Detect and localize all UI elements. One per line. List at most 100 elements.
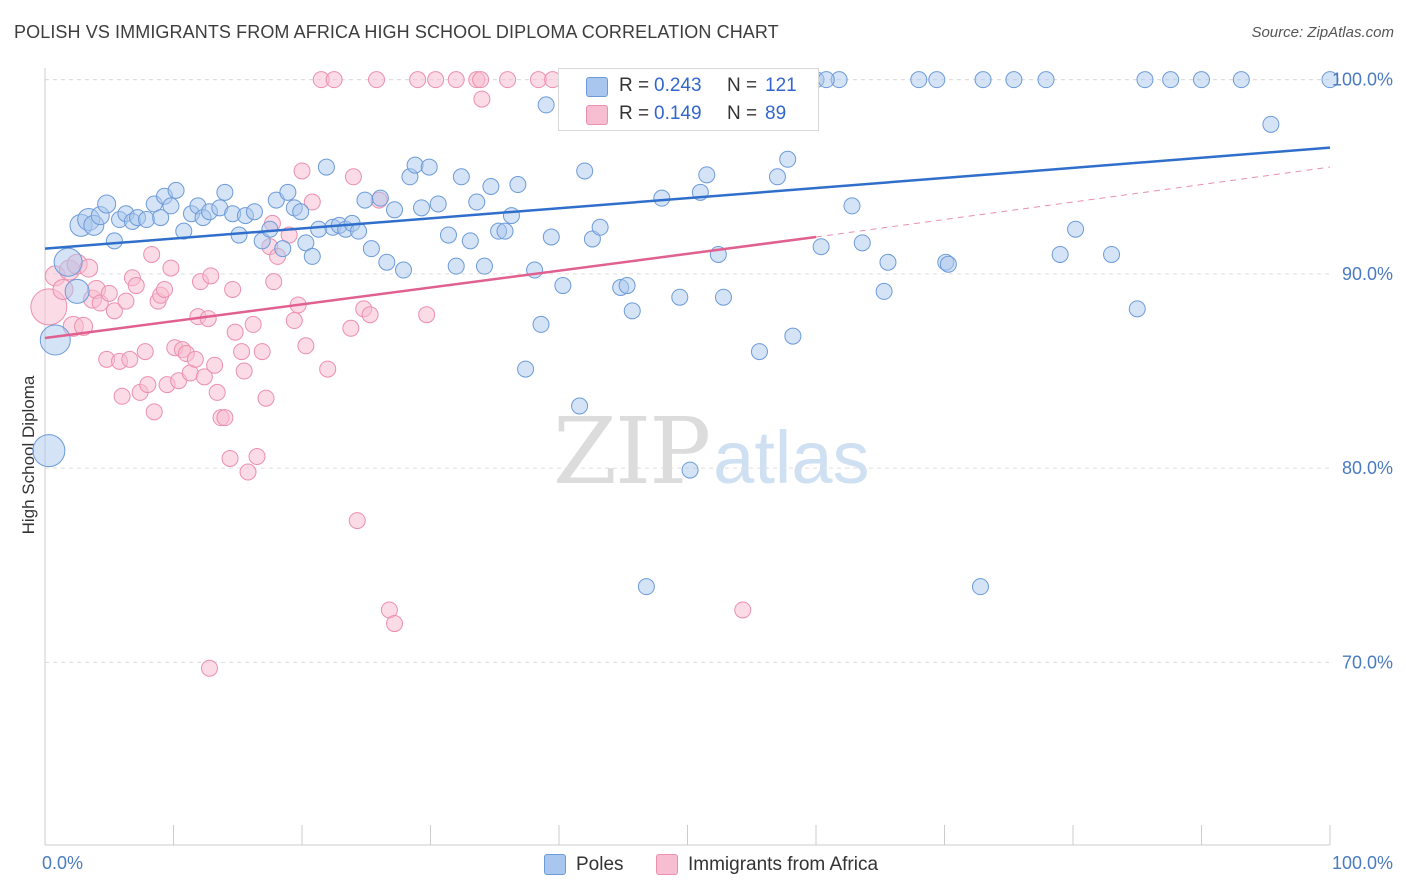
poles-point — [356, 191, 374, 209]
tick-labels: 70.0% 80.0% 90.0% 100.0% 0.0% 100.0% — [42, 70, 1393, 873]
poles-point — [554, 277, 572, 295]
chart-title: POLISH VS IMMIGRANTS FROM AFRICA HIGH SC… — [14, 22, 779, 42]
poles-point — [784, 327, 802, 345]
africa-point — [136, 343, 154, 361]
africa-point — [257, 389, 275, 407]
poles-point — [509, 176, 527, 194]
poles-point — [750, 343, 768, 361]
poles-point — [1136, 71, 1154, 89]
africa-point — [529, 71, 547, 89]
africa-point — [280, 226, 298, 244]
poles-point — [671, 288, 689, 306]
poles-point — [928, 71, 946, 89]
poles-point — [653, 189, 671, 207]
poles-point — [939, 255, 957, 273]
africa-point — [221, 449, 239, 467]
africa-point — [473, 90, 491, 108]
poles-point — [371, 189, 389, 207]
poles-point — [618, 277, 636, 295]
poles-point — [879, 253, 897, 271]
poles-point — [583, 230, 601, 248]
poles-point — [974, 71, 992, 89]
africa-point — [208, 383, 226, 401]
africa-point — [117, 292, 135, 310]
poles-point — [1162, 71, 1180, 89]
africa-point — [226, 323, 244, 341]
poles-point — [482, 177, 500, 195]
y-tick-label: 100.0% — [1332, 70, 1393, 90]
poles-point — [1193, 71, 1210, 89]
africa-point — [143, 245, 161, 263]
poles-point — [502, 207, 520, 225]
legend-r-value: 0.243 — [654, 75, 702, 96]
poles-point — [461, 232, 479, 250]
poles-point — [53, 247, 83, 277]
legend-swatch-poles — [544, 854, 566, 875]
poles-point — [576, 162, 594, 180]
africa-point — [427, 71, 445, 89]
poles-point — [253, 232, 271, 250]
poles-point — [175, 222, 193, 240]
africa-point — [216, 409, 234, 427]
africa-point — [195, 368, 213, 386]
africa-point — [368, 71, 386, 89]
poles-point — [274, 240, 292, 258]
africa-point — [121, 350, 139, 368]
poles-point — [698, 166, 716, 184]
poles-point — [429, 195, 447, 213]
chart-source: Source: ZipAtlas.com — [1251, 24, 1394, 41]
legend-swatch-poles — [586, 77, 608, 97]
africa-trend-line — [44, 235, 817, 340]
poles-point — [779, 150, 797, 168]
legend-r-label: R = — [619, 103, 650, 124]
africa-point — [186, 350, 204, 368]
africa-point — [200, 659, 218, 677]
poles-point — [532, 315, 550, 333]
y-tick-label: 70.0% — [1342, 652, 1393, 672]
africa-point — [361, 306, 379, 324]
poles-point — [167, 181, 185, 199]
africa-point — [265, 273, 283, 291]
stats-legend: R = 0.243 N = 121 R = 0.149 N = 89 — [558, 68, 819, 131]
poles-point — [1321, 71, 1339, 89]
legend-r-label: R = — [619, 75, 650, 96]
poles-point — [681, 461, 699, 479]
poles-trend-line — [44, 146, 1331, 250]
legend-swatch-africa — [656, 854, 678, 875]
x-tick-label: 100.0% — [1332, 853, 1393, 873]
poles-point — [97, 194, 117, 214]
poles-point — [475, 257, 493, 275]
legend-n-label: N = — [727, 103, 758, 124]
africa-point — [293, 162, 311, 180]
poles-point — [812, 238, 830, 256]
poles-point — [1051, 245, 1069, 263]
poles-point — [1067, 220, 1085, 238]
africa-point — [127, 277, 145, 295]
africa-point — [418, 306, 436, 324]
poles-point — [303, 247, 321, 265]
y-tick-label: 90.0% — [1342, 264, 1393, 284]
poles-point — [138, 211, 156, 229]
legend-label-africa: Immigrants from Africa — [688, 854, 879, 875]
poles-point — [542, 228, 560, 246]
africa-point — [386, 615, 404, 633]
poles-point — [853, 234, 871, 252]
poles-point — [1005, 71, 1023, 89]
africa-point — [105, 302, 123, 320]
africa-point — [74, 316, 94, 336]
poles-point — [637, 578, 655, 596]
africa-point — [139, 376, 157, 394]
x-tick-label: 0.0% — [42, 853, 83, 873]
africa-point — [253, 343, 271, 361]
legend-n-label: N = — [727, 75, 758, 96]
poles-point — [910, 71, 928, 89]
poles-point — [439, 226, 457, 244]
africa-point — [297, 337, 315, 355]
poles-point — [1232, 71, 1250, 89]
africa-point — [162, 259, 180, 277]
legend-r-value: 0.149 — [654, 103, 702, 124]
legend-n-value: 121 — [765, 75, 797, 96]
poles-point — [406, 156, 424, 174]
poles-point — [875, 282, 893, 300]
